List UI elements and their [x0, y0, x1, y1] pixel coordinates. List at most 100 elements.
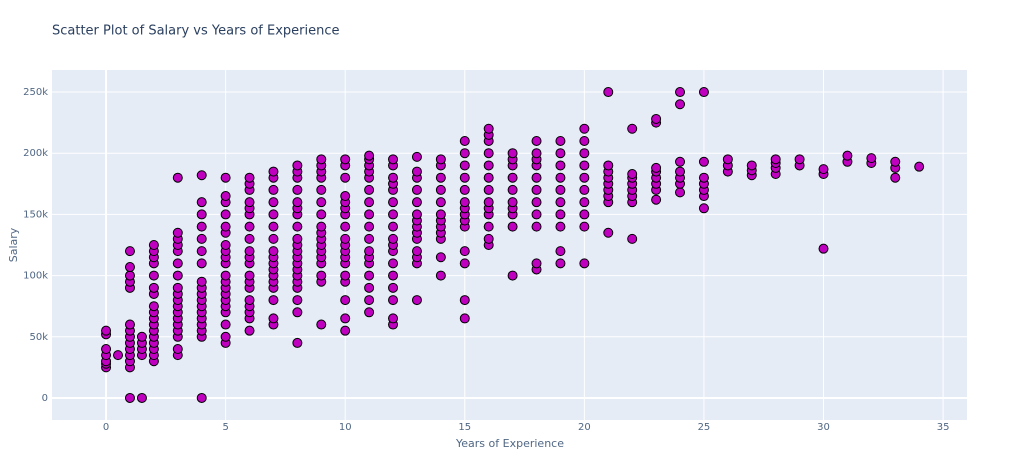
point — [651, 162, 662, 173]
point — [220, 319, 231, 330]
point — [388, 172, 399, 183]
point — [459, 160, 470, 171]
point — [364, 221, 375, 232]
point — [435, 252, 446, 263]
point — [101, 344, 112, 355]
point — [364, 209, 375, 220]
point — [698, 172, 709, 183]
point — [435, 270, 446, 281]
point — [388, 197, 399, 208]
point — [340, 233, 351, 244]
point — [579, 160, 590, 171]
x-tick-label: 30 — [817, 422, 830, 433]
x-tick-label: 20 — [578, 422, 591, 433]
point — [388, 258, 399, 269]
point — [124, 246, 135, 257]
point — [411, 197, 422, 208]
point — [459, 197, 470, 208]
point — [483, 160, 494, 171]
point — [507, 270, 518, 281]
point — [675, 99, 686, 110]
point — [364, 282, 375, 293]
point — [388, 221, 399, 232]
point — [364, 295, 375, 306]
point — [316, 319, 327, 330]
point — [483, 123, 494, 134]
point — [698, 203, 709, 214]
point — [483, 184, 494, 195]
point — [220, 221, 231, 232]
x-tick-label: 0 — [103, 422, 109, 433]
point — [292, 160, 303, 171]
point — [675, 187, 686, 198]
chart-title: Scatter Plot of Salary vs Years of Exper… — [52, 24, 340, 39]
x-tick-label: 25 — [698, 422, 711, 433]
point — [531, 172, 542, 183]
point — [770, 154, 781, 165]
point — [292, 197, 303, 208]
point — [459, 246, 470, 257]
point — [124, 270, 135, 281]
point — [411, 166, 422, 177]
point — [459, 184, 470, 195]
point — [435, 197, 446, 208]
point — [364, 270, 375, 281]
point — [101, 325, 112, 336]
point — [555, 148, 566, 159]
point — [172, 344, 183, 355]
point — [555, 172, 566, 183]
point — [292, 184, 303, 195]
point — [914, 161, 925, 172]
point — [148, 282, 159, 293]
point — [435, 184, 446, 195]
point — [148, 270, 159, 281]
point — [340, 221, 351, 232]
point — [842, 150, 853, 161]
point — [507, 184, 518, 195]
point — [364, 246, 375, 257]
point — [794, 154, 805, 165]
point — [603, 87, 614, 98]
point — [113, 350, 124, 361]
point — [651, 194, 662, 205]
point — [268, 166, 279, 177]
point — [220, 240, 231, 250]
point — [268, 246, 279, 257]
point — [459, 295, 470, 306]
point — [148, 240, 159, 250]
point — [340, 325, 351, 336]
point — [507, 221, 518, 232]
point — [340, 172, 351, 183]
point — [411, 209, 422, 220]
point — [507, 172, 518, 183]
point — [483, 221, 494, 232]
point — [651, 113, 662, 124]
point — [555, 197, 566, 208]
point — [531, 148, 542, 159]
point — [818, 164, 829, 175]
point — [388, 270, 399, 281]
point — [388, 233, 399, 244]
point — [627, 169, 638, 180]
point — [388, 282, 399, 293]
point — [722, 154, 733, 165]
y-tick-label: 0 — [42, 393, 48, 404]
y-tick-label: 250k — [23, 87, 48, 98]
point — [890, 156, 901, 167]
point — [316, 221, 327, 232]
point — [124, 262, 135, 273]
point — [435, 172, 446, 183]
point — [292, 221, 303, 232]
point — [268, 184, 279, 195]
points — [101, 87, 925, 403]
point — [555, 135, 566, 146]
point — [388, 295, 399, 306]
point — [411, 184, 422, 195]
point — [244, 221, 255, 232]
point — [579, 184, 590, 195]
point — [292, 233, 303, 244]
point — [531, 221, 542, 232]
point — [244, 325, 255, 336]
point — [244, 270, 255, 281]
point — [244, 246, 255, 257]
